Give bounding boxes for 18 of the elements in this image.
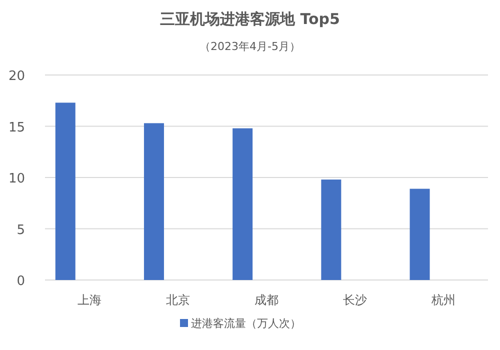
bar (55, 102, 76, 280)
chart-title: 三亚机场进港客源地 Top5 (160, 10, 340, 28)
y-tick-label: 0 (16, 274, 25, 289)
y-tick-label: 5 (16, 222, 25, 238)
x-tick-label: 北京 (166, 293, 190, 307)
chart-subtitle: （2023年4月-5月） (200, 40, 300, 53)
y-tick-label: 15 (8, 120, 25, 136)
y-tick-label: 10 (8, 172, 25, 186)
x-tick-label: 上海 (77, 293, 102, 307)
y-tick-label: 20 (8, 69, 25, 84)
legend-label: 进港客流量（万人次） (191, 317, 301, 330)
bar (410, 188, 430, 280)
x-tick-label: 长沙 (343, 293, 368, 307)
x-tick-label: 杭州 (430, 293, 456, 307)
bar (144, 123, 164, 280)
bar (232, 128, 253, 280)
bar (321, 180, 342, 280)
x-tick-label: 成都 (254, 293, 278, 307)
